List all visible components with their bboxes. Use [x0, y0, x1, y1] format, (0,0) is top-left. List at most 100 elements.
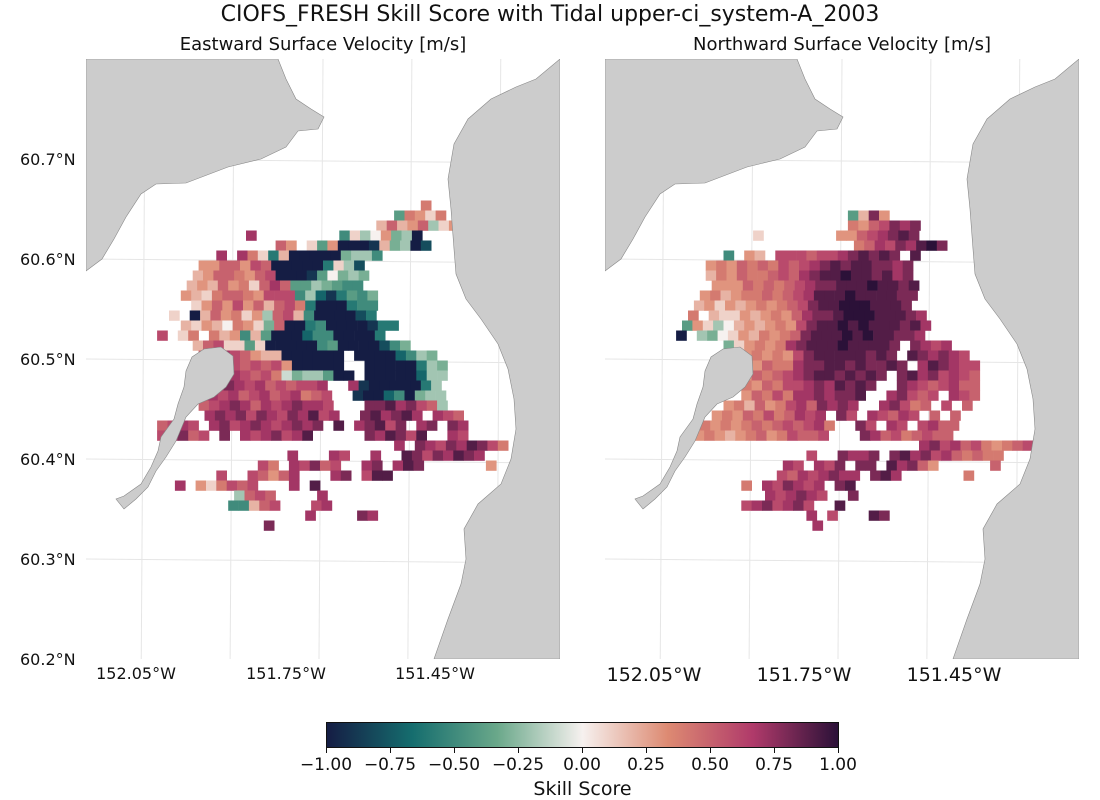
skill-cell [389, 340, 401, 351]
lat-tick-label: 60.4°N [20, 450, 76, 469]
skill-cell [751, 420, 763, 431]
skill-cell [360, 410, 371, 421]
skill-cell [382, 470, 393, 481]
skill-cell [364, 400, 376, 411]
skill-cell [317, 490, 328, 501]
skill-cell [275, 240, 287, 251]
skill-cell [879, 220, 890, 231]
skill-cell [800, 330, 812, 341]
skill-cell [845, 350, 856, 361]
skill-cell [889, 340, 901, 351]
skill-cell [747, 260, 758, 271]
skill-cell [191, 300, 202, 311]
skill-cell [1002, 440, 1013, 451]
skill-cell [333, 260, 345, 271]
skill-cell [420, 240, 432, 251]
skill-cell [837, 340, 849, 351]
skill-cell [744, 400, 755, 411]
skill-cell [868, 450, 880, 461]
skill-cell [767, 260, 779, 271]
skill-cell [404, 390, 416, 401]
skill-cell [453, 450, 464, 461]
skill-cell [438, 220, 450, 231]
skill-cell [364, 350, 376, 361]
skill-cell [793, 370, 804, 381]
skill-cell [364, 330, 376, 341]
skill-cell [260, 330, 272, 341]
skill-cell [201, 320, 213, 331]
skill-cell [219, 430, 230, 441]
skill-cell [250, 330, 262, 341]
skill-cell [886, 290, 898, 301]
skill-cell [720, 290, 732, 301]
skill-cell [907, 460, 918, 471]
skill-cell [876, 360, 887, 371]
skill-cell [855, 460, 866, 471]
skill-cell [733, 340, 745, 351]
skill-cell [748, 330, 760, 341]
skill-cell [870, 300, 881, 311]
skill-cell [847, 220, 859, 231]
skill-cell [871, 270, 883, 281]
skill-cell [818, 470, 829, 481]
skill-cell [821, 330, 832, 341]
skill-cell [305, 510, 316, 521]
skill-cell [247, 480, 259, 491]
skill-cell [410, 240, 422, 251]
skill-cell [776, 470, 788, 481]
skill-cell [782, 370, 794, 381]
skill-cell [300, 390, 312, 401]
skill-cell [254, 380, 266, 391]
skill-cell [364, 430, 376, 441]
skill-cell [222, 300, 233, 311]
skill-cell [321, 390, 333, 401]
skill-cell [929, 440, 941, 451]
skill-cell [426, 370, 438, 381]
skill-cell [785, 250, 797, 261]
skill-cell [948, 380, 960, 391]
skill-cell [772, 390, 784, 401]
skill-cell [930, 340, 942, 351]
skill-cell [311, 280, 322, 291]
skill-cell [830, 260, 841, 271]
skill-score-cells [157, 200, 553, 531]
skill-cell [845, 360, 856, 371]
skill-cell [403, 460, 414, 471]
skill-cell [908, 230, 920, 241]
skill-cell [327, 240, 339, 251]
skill-cell [873, 330, 884, 341]
skill-cell [254, 340, 266, 351]
skill-cell [793, 290, 804, 301]
skill-cell [355, 310, 367, 321]
skill-cell [751, 390, 763, 401]
skill-cell [303, 310, 315, 321]
skill-cell [323, 260, 334, 271]
skill-cell [868, 250, 880, 261]
skill-cell [394, 210, 405, 221]
skill-cell [186, 280, 198, 291]
skill-cell [865, 380, 877, 391]
skill-cell [855, 370, 866, 381]
skill-cell [374, 350, 386, 361]
skill-cell [827, 250, 838, 261]
skill-cell [278, 250, 290, 261]
skill-cell [414, 210, 426, 221]
skill-cell [240, 430, 251, 441]
skill-cell [803, 350, 815, 361]
skill-cell [797, 470, 809, 481]
skill-cell [314, 310, 325, 321]
skill-cell [265, 380, 276, 391]
skill-cell [908, 280, 920, 291]
skill-cell [693, 300, 705, 311]
skill-cell [250, 260, 262, 271]
land-peninsula [634, 346, 754, 510]
skill-cell [204, 410, 216, 421]
skill-cell [816, 490, 828, 501]
skill-cell [407, 220, 419, 231]
panel-title-northward: Northward Surface Velocity [m/s] [693, 34, 991, 55]
skill-cell [388, 320, 399, 331]
skill-cell [824, 380, 835, 391]
skill-cell [845, 390, 856, 401]
skill-cell [930, 450, 942, 461]
skill-cell [824, 370, 835, 381]
